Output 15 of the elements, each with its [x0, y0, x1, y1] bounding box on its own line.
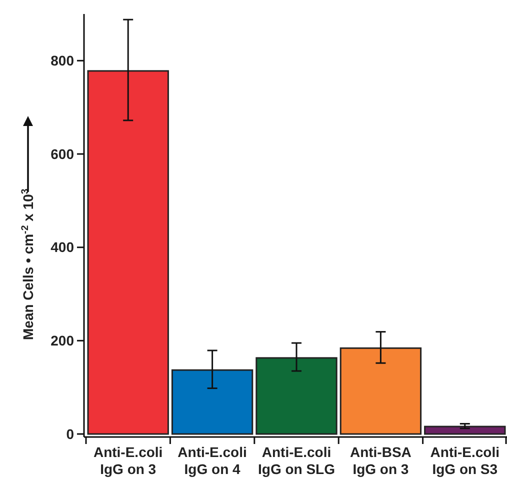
bar — [424, 426, 506, 435]
bar — [171, 369, 254, 435]
bar — [256, 357, 338, 435]
x-tick-label: Anti-E.coli IgG on S3 — [430, 444, 500, 477]
x-tick-label: Anti-E.coli IgG on SLG — [258, 444, 336, 477]
y-tick-label: 600 — [50, 146, 74, 162]
y-tick-label: 400 — [50, 239, 74, 256]
bar — [340, 347, 422, 435]
y-tick-label: 200 — [50, 332, 74, 349]
y-tick-label: 0 — [66, 426, 74, 442]
x-tick-label: Anti-E.coli IgG on 4 — [178, 444, 247, 477]
x-tick-label: Anti-E.coli IgG on 3 — [93, 444, 163, 477]
x-tick-label: Anti-BSA IgG on 3 — [350, 444, 412, 477]
y-tick-label: 800 — [50, 52, 74, 69]
bar — [87, 70, 169, 435]
